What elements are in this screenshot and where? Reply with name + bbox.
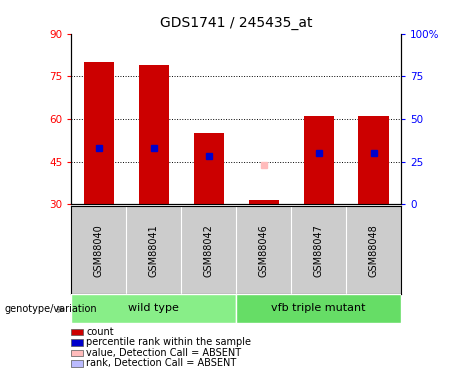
- Text: GSM88042: GSM88042: [204, 224, 214, 277]
- Bar: [359, 116, 389, 204]
- Text: wild type: wild type: [129, 303, 179, 313]
- Bar: [236, 294, 401, 322]
- Text: count: count: [86, 327, 114, 337]
- Bar: [84, 62, 114, 204]
- Text: GSM88048: GSM88048: [369, 224, 378, 277]
- Text: GSM88040: GSM88040: [94, 224, 104, 277]
- Text: value, Detection Call = ABSENT: value, Detection Call = ABSENT: [86, 348, 241, 358]
- Bar: [139, 65, 169, 204]
- Bar: [194, 133, 224, 204]
- Title: GDS1741 / 245435_at: GDS1741 / 245435_at: [160, 16, 313, 30]
- Text: vfb triple mutant: vfb triple mutant: [272, 303, 366, 313]
- Text: percentile rank within the sample: percentile rank within the sample: [86, 338, 251, 347]
- Text: GSM88046: GSM88046: [259, 224, 269, 277]
- Text: rank, Detection Call = ABSENT: rank, Detection Call = ABSENT: [86, 358, 236, 368]
- Text: genotype/variation: genotype/variation: [5, 304, 97, 314]
- Bar: [71, 294, 236, 322]
- Bar: [248, 200, 279, 204]
- Text: GSM88047: GSM88047: [313, 224, 324, 277]
- Text: GSM88041: GSM88041: [149, 224, 159, 277]
- Bar: [303, 116, 334, 204]
